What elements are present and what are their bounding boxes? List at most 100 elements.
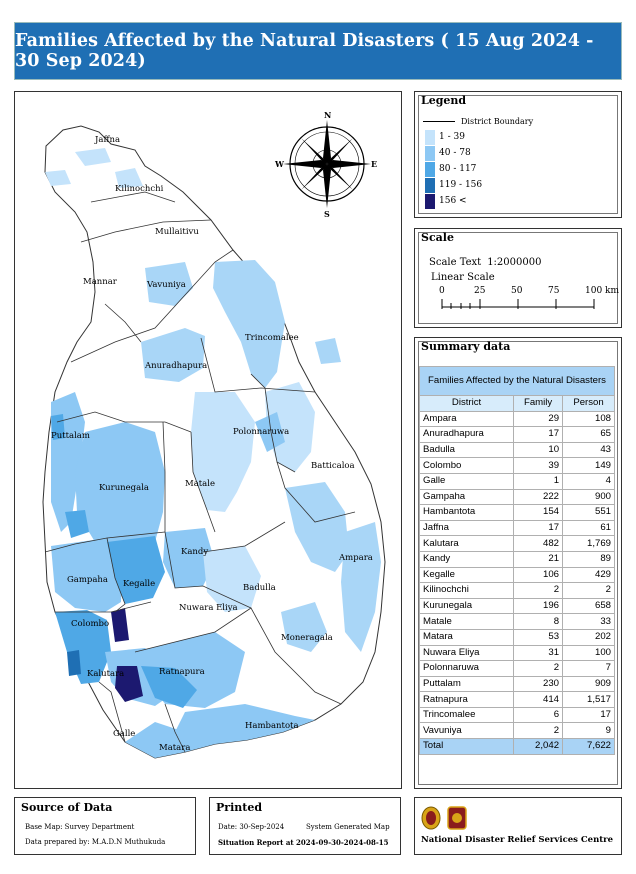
label-mullaitivu: Mullaitivu xyxy=(155,227,199,237)
person-cell: 43 xyxy=(562,441,615,459)
person-cell: 100 xyxy=(562,644,615,662)
label-vavuniya: Vavuniya xyxy=(146,280,186,290)
table-row: Colombo 39 149 xyxy=(418,457,615,474)
legend-boundary: District Boundary xyxy=(423,117,533,126)
family-cell: 2 xyxy=(513,722,564,740)
legend-label: 1 - 39 xyxy=(439,132,465,142)
person-cell: 17 xyxy=(562,706,615,724)
table-row: Matara 53 202 xyxy=(418,628,615,646)
scale-tick-label: 0 xyxy=(439,286,445,296)
label-mannar: Mannar xyxy=(83,277,118,287)
label-gampaha: Gampaha xyxy=(67,575,108,585)
legend-label: 119 - 156 xyxy=(439,180,483,190)
table-row: Hambantota 154 551 xyxy=(418,504,615,521)
source-panel: Source of Data Base Map: Survey Departme… xyxy=(14,797,196,855)
label-matale: Matale xyxy=(185,479,215,489)
total-family: 2,042 xyxy=(513,738,564,755)
family-cell: 21 xyxy=(513,550,564,568)
printed-panel: Printed Date: 30-Sep-2024 System Generat… xyxy=(209,797,401,855)
family-cell: 17 xyxy=(513,426,564,443)
scale-title: Scale xyxy=(421,231,454,244)
summary-table: Families Affected by the Natural Disaste… xyxy=(418,366,615,755)
district-cell: Polonnaruwa xyxy=(418,660,515,677)
family-cell: 222 xyxy=(513,488,564,506)
map-frame: Jaffna Kilinochchi Mullaitivu Mannar Vav… xyxy=(14,91,402,789)
label-kandy: Kandy xyxy=(181,547,208,557)
scale-tick-label: 75 xyxy=(548,286,560,296)
table-row: Kilinochchi 2 2 xyxy=(418,582,615,599)
district-cell: Puttalam xyxy=(418,675,515,693)
table-total-row: Total 2,042 7,622 xyxy=(418,738,615,755)
total-label: Total xyxy=(418,738,515,755)
person-cell: 658 xyxy=(562,597,615,615)
person-cell: 1,517 xyxy=(562,691,615,708)
district-cell: Jaffna xyxy=(418,519,515,537)
legend-swatch xyxy=(425,161,435,177)
family-cell: 1 xyxy=(513,472,564,490)
person-cell: 33 xyxy=(562,613,615,630)
person-cell: 9 xyxy=(562,722,615,740)
district-cell: Ratnapura xyxy=(418,691,515,708)
compass-e: E xyxy=(371,159,377,169)
label-moneragala: Moneragala xyxy=(281,633,333,643)
family-cell: 2 xyxy=(513,660,564,677)
family-cell: 17 xyxy=(513,519,564,537)
person-cell: 7 xyxy=(562,660,615,677)
family-cell: 482 xyxy=(513,535,564,552)
table-row: Jaffna 17 61 xyxy=(418,519,615,537)
label-ampara: Ampara xyxy=(338,553,373,563)
table-row: Kurunegala 196 658 xyxy=(418,597,615,615)
district-cell: Gampaha xyxy=(418,488,515,506)
label-jaffna: Jaffna xyxy=(94,135,120,145)
label-galle: Galle xyxy=(113,729,135,739)
person-cell: 61 xyxy=(562,519,615,537)
label-colombo: Colombo xyxy=(71,619,109,629)
table-row: Badulla 10 43 xyxy=(418,441,615,459)
family-cell: 2 xyxy=(513,582,564,599)
table-body: Ampara 29 108 Anuradhapura 17 65 Badulla 10 43 Co… xyxy=(418,410,615,740)
table-row: Ampara 29 108 xyxy=(418,410,615,428)
table-row: Puttalam 230 909 xyxy=(418,675,615,693)
table-row: Polonnaruwa 2 7 xyxy=(418,660,615,677)
legend-title: Legend xyxy=(421,94,467,107)
district-cell: Matale xyxy=(418,613,515,630)
district-cell: Matara xyxy=(418,628,515,646)
person-cell: 900 xyxy=(562,488,615,506)
district-cell: Badulla xyxy=(418,441,515,459)
col-header-district: District xyxy=(418,395,515,412)
district-cell: Kegalle xyxy=(418,566,515,584)
linear-scale-label: Linear Scale xyxy=(431,272,495,283)
printed-title: Printed xyxy=(216,801,263,814)
col-header-person: Person xyxy=(562,395,615,412)
scale-text-label: Scale Text xyxy=(429,257,482,268)
person-cell: 108 xyxy=(562,410,615,428)
district-cell: Kurunegala xyxy=(418,597,515,615)
person-cell: 429 xyxy=(562,566,615,584)
label-kalutara: Kalutara xyxy=(87,669,124,679)
table-header-row: District Family Person xyxy=(418,395,615,412)
source-title: Source of Data xyxy=(21,801,113,814)
person-cell: 551 xyxy=(562,504,615,521)
summary-panel: Summary data Families Affected by the Na… xyxy=(414,337,622,789)
table-row: Vavuniya 2 9 xyxy=(418,722,615,740)
district-cell: Kalutara xyxy=(418,535,515,552)
label-trincomalee: Trincomalee xyxy=(245,333,299,343)
district-cell: Ampara xyxy=(418,410,515,428)
compass-s: S xyxy=(324,209,330,219)
table-row: Trincomalee 6 17 xyxy=(418,706,615,724)
total-person: 7,622 xyxy=(562,738,615,755)
label-anuradhapura: Anuradhapura xyxy=(144,361,207,371)
table-row: Kandy 21 89 xyxy=(418,550,615,568)
org-panel: National Disaster Relief Services Centre xyxy=(414,797,622,855)
person-cell: 909 xyxy=(562,675,615,693)
legend-swatch xyxy=(425,177,435,193)
label-polonnaruwa: Polonnaruwa xyxy=(233,427,289,437)
table-row: Ratnapura 414 1,517 xyxy=(418,691,615,708)
legend-item: 1 - 39 xyxy=(425,129,482,145)
label-matara: Matara xyxy=(159,743,190,753)
printed-date: Date: 30-Sep-2024 xyxy=(218,823,285,831)
table-row: Gampaha 222 900 xyxy=(418,488,615,506)
printed-system: System Generated Map xyxy=(306,823,390,831)
sri-lanka-emblem-icon xyxy=(421,806,441,830)
legend-items: 1 - 39 40 - 78 80 - 117 119 - 156 156 < xyxy=(425,129,482,209)
